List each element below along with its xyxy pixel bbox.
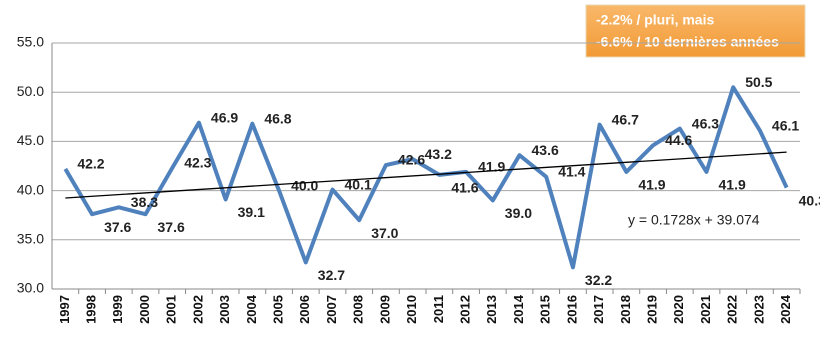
data-label: 44.6	[665, 132, 692, 148]
x-tick-label: 2016	[564, 295, 579, 324]
y-tick-label: 55.0	[17, 34, 44, 50]
x-tick-label: 2002	[190, 295, 205, 324]
y-tick-label: 40.0	[17, 181, 44, 197]
data-label: 40.0	[291, 177, 318, 193]
x-tick-label: 2019	[645, 295, 660, 324]
data-label: 41.6	[451, 180, 478, 196]
x-tick-label: 2018	[618, 295, 633, 324]
x-tick-label: 2021	[698, 295, 713, 324]
x-tick-label: 2008	[351, 295, 366, 324]
x-tick-label: 2017	[591, 295, 606, 324]
x-tick-label: 2004	[244, 294, 259, 324]
annotation-line: -6.6% / 10 dernières années	[596, 34, 779, 50]
data-label: 43.2	[425, 146, 452, 162]
data-label: 40.3	[799, 192, 820, 208]
x-tick-label: 2011	[431, 295, 446, 323]
data-label: 46.1	[772, 117, 799, 133]
x-tick-label: 2001	[164, 295, 179, 324]
x-tick-label: 2007	[324, 295, 339, 324]
data-label: 37.6	[104, 219, 131, 235]
annotation-box	[585, 4, 806, 58]
data-label: 32.2	[585, 272, 612, 288]
trendline	[65, 151, 787, 199]
data-label: 42.6	[398, 152, 425, 168]
data-label: 39.1	[238, 204, 265, 220]
data-label: 41.9	[478, 159, 505, 175]
data-label: 37.6	[158, 219, 185, 235]
data-label: 42.2	[77, 156, 104, 172]
data-label: 41.4	[558, 164, 585, 180]
x-tick-label: 2022	[725, 295, 740, 324]
x-tick-label: 1999	[110, 295, 125, 324]
data-label: 39.0	[505, 205, 532, 221]
x-tick-label: 2010	[404, 295, 419, 324]
x-tick-label: 2009	[377, 295, 392, 324]
data-label: 32.7	[318, 267, 345, 283]
data-label: 50.5	[745, 74, 772, 90]
trendline-label: y = 0.1728x + 39.074	[628, 212, 760, 228]
x-tick-label: 2015	[538, 295, 553, 324]
data-label: 43.6	[532, 142, 559, 158]
x-tick-label: 2006	[297, 295, 312, 324]
data-label: 41.9	[638, 177, 665, 193]
data-label: 46.7	[612, 111, 639, 127]
data-label: 46.8	[264, 110, 291, 126]
x-tick-label: 2014	[511, 294, 526, 324]
x-tick-label: 2020	[671, 295, 686, 324]
data-label: 38.3	[131, 194, 158, 210]
x-tick-label: 2000	[137, 295, 152, 324]
x-tick-label: 2012	[458, 295, 473, 324]
x-tick-label: 2024	[778, 294, 793, 324]
y-tick-label: 45.0	[17, 132, 44, 148]
x-tick-label: 1997	[57, 295, 72, 324]
x-tick-label: 2005	[271, 295, 286, 324]
x-tick-label: 2003	[217, 295, 232, 324]
data-label: 42.3	[184, 155, 211, 171]
data-label: 41.9	[719, 177, 746, 193]
x-tick-label: 1998	[84, 295, 99, 324]
y-tick-label: 35.0	[17, 231, 44, 247]
data-line	[63, 85, 789, 270]
annotation-line: -2.2% / pluri, mais	[596, 12, 714, 28]
y-tick-label: 30.0	[17, 280, 44, 296]
data-label: 46.3	[692, 115, 719, 131]
x-tick-label: 2023	[751, 295, 766, 324]
data-label: 46.9	[211, 109, 238, 125]
y-tick-label: 50.0	[17, 83, 44, 99]
x-tick-label: 2013	[484, 295, 499, 324]
data-label: 37.0	[371, 225, 398, 241]
